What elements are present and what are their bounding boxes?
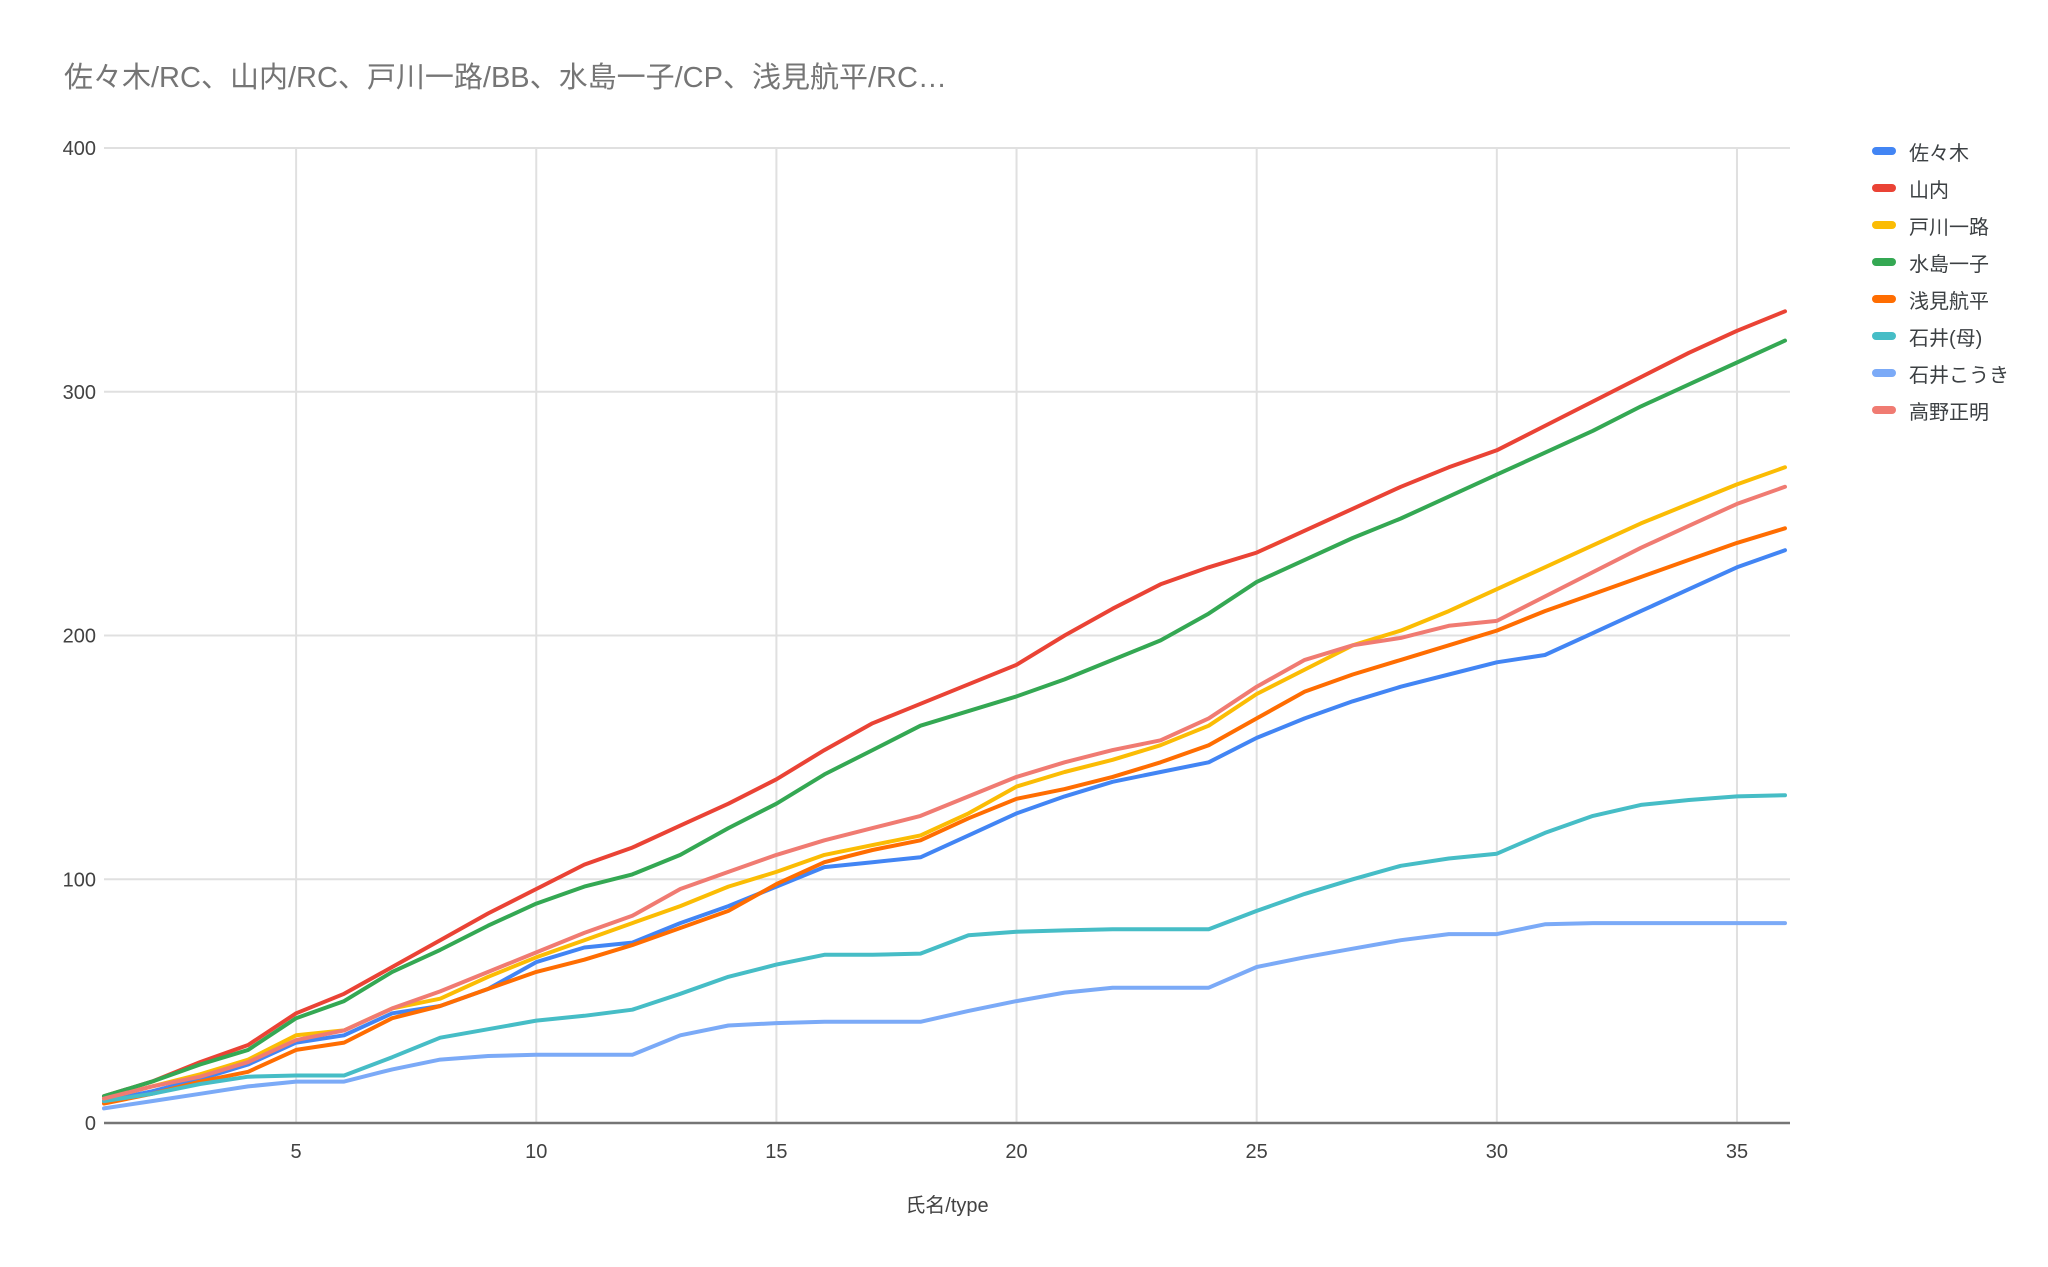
legend-swatch-icon [1872,147,1896,155]
legend-label: 石井(母) [1909,327,1983,350]
legend-swatch-icon [1872,258,1896,266]
series-line-高野正明 [102,484,1787,1101]
x-axis-tick-label: 10 [525,1141,547,1163]
legend-swatch-icon [1872,184,1896,192]
x-axis-tick-label: 5 [291,1141,302,1163]
series-line-山内 [102,309,1787,1099]
y-axis-tick-label: 0 [85,1113,96,1135]
legend-item: 戸川一路 [1872,211,2009,239]
legend-label: 浅見航平 [1909,290,1989,313]
x-axis-title: 氏名/type [905,1194,988,1217]
legend-item: 山内 [1872,174,2009,202]
legend-swatch-icon [1872,406,1896,414]
legend: 佐々木山内戸川一路水島一子浅見航平石井(母) 石井こうき高野正明 [1872,137,2009,433]
series-line-戸川一路 [102,465,1787,1101]
legend-item: 水島一子 [1872,248,2009,276]
legend-label: 佐々木 [1909,142,1969,165]
y-axis-tick-label: 400 [63,138,96,160]
series-line-佐々木 [102,548,1787,1104]
legend-label: 山内 [1909,179,1949,202]
legend-item: 浅見航平 [1872,285,2009,313]
legend-swatch-icon [1872,295,1896,303]
y-axis-tick-label: 200 [63,626,96,648]
x-axis-tick-label: 20 [1005,1141,1027,1163]
legend-item: 石井こうき [1872,359,2009,387]
series-line-石井こうき [102,921,1787,1111]
y-axis-tick-label: 300 [63,382,96,404]
legend-label: 石井こうき [1909,364,2009,387]
series-line-浅見航平 [102,526,1787,1106]
legend-label: 高野正明 [1909,401,1989,424]
legend-item: 高野正明 [1872,396,2009,424]
x-axis-tick-label: 15 [765,1141,787,1163]
legend-label: 水島一子 [1909,253,1989,276]
legend-label: 戸川一路 [1909,216,1989,239]
legend-swatch-icon [1872,221,1896,229]
x-axis-tick-label: 30 [1486,1141,1508,1163]
chart-title: 佐々木/RC、山内/RC、戸川一路/BB、水島一子/CP、浅見航平/RC… [64,62,947,94]
x-axis-tick-label: 35 [1726,1141,1748,1163]
legend-swatch-icon [1872,332,1896,340]
legend-item: 石井(母) [1872,322,2009,350]
series-line-水島一子 [102,338,1787,1099]
legend-swatch-icon [1872,369,1896,377]
legend-item: 佐々木 [1872,137,2009,165]
series-line-石井(母) [102,793,1787,1104]
y-axis-tick-label: 100 [63,869,96,891]
x-axis-tick-label: 25 [1246,1141,1268,1163]
